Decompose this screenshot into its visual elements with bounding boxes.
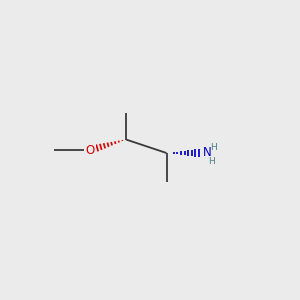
Text: H: H [208,158,215,166]
Text: O: O [85,143,94,157]
Text: N: N [202,146,211,160]
Text: H: H [210,143,217,152]
